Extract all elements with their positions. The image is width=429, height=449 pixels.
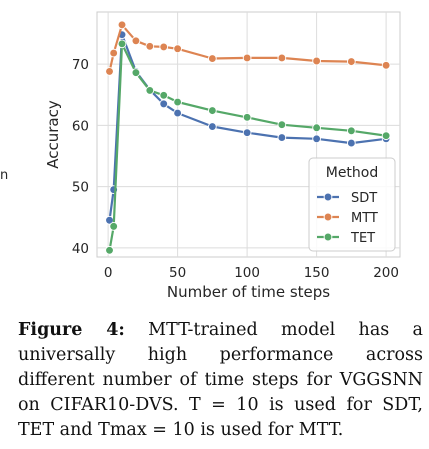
data-point-mtt	[347, 57, 356, 66]
y-tick-label: 70	[72, 57, 89, 73]
data-point-sdt	[277, 133, 287, 142]
x-axis-label: Number of time steps	[167, 283, 330, 301]
data-point-tet	[242, 112, 252, 122]
y-tick-label: 50	[72, 180, 89, 196]
data-point-mtt	[312, 56, 321, 66]
y-axis-label: Accuracy	[44, 100, 62, 169]
data-point-sdt	[347, 138, 356, 148]
data-point-tet	[173, 97, 182, 107]
data-point-tet	[208, 106, 217, 115]
data-point-mtt	[277, 53, 287, 63]
data-point-sdt	[159, 99, 169, 109]
data-point-mtt	[173, 44, 182, 54]
legend-box	[308, 157, 396, 252]
y-tick-label: 40	[72, 241, 89, 257]
data-point-sdt	[173, 108, 182, 118]
legend-marker-tet	[323, 232, 333, 242]
x-tick-label: 200	[373, 265, 399, 281]
data-point-mtt	[242, 53, 252, 63]
data-point-mtt	[381, 60, 391, 70]
figure-caption: Figure 4: MTT-trained model has a univer…	[18, 318, 423, 443]
cropped-text-fragment: n	[0, 168, 9, 183]
data-point-tet	[117, 39, 127, 49]
data-point-tet	[109, 222, 119, 231]
accuracy-line-chart: 0 50 100 150 200 40 50 60 70 Number of time steps…	[44, 11, 401, 301]
data-point-mtt	[105, 67, 114, 76]
data-point-sdt	[312, 134, 321, 144]
data-point-sdt	[242, 128, 252, 138]
x-tick-label: 150	[304, 265, 330, 281]
data-point-mtt	[117, 20, 127, 30]
data-point-mtt	[159, 42, 169, 52]
data-point-tet	[131, 68, 141, 77]
legend-marker-sdt	[323, 192, 333, 202]
data-point-tet	[145, 86, 155, 95]
caption-text: MTT-trained model has a universally high…	[18, 320, 423, 440]
legend-label-mtt: MTT	[351, 211, 378, 226]
data-point-sdt	[208, 122, 217, 131]
data-point-tet	[159, 90, 169, 100]
data-point-tet	[381, 131, 391, 141]
data-point-tet	[347, 126, 356, 136]
legend-title: Method	[326, 165, 379, 181]
legend-label-sdt: SDT	[351, 191, 377, 206]
legend-label-tet: TET	[350, 231, 375, 246]
y-tick-label: 60	[72, 118, 89, 134]
data-point-mtt	[145, 41, 155, 51]
legend-marker-mtt	[323, 212, 333, 222]
data-point-tet	[312, 123, 321, 133]
data-point-mtt	[109, 48, 119, 58]
data-point-tet	[277, 120, 287, 130]
x-tick-label: 50	[169, 265, 186, 281]
data-point-tet	[105, 245, 114, 255]
x-tick-label: 100	[234, 265, 260, 281]
x-tick-label: 0	[104, 265, 113, 281]
caption-label: Figure 4:	[18, 320, 125, 340]
data-point-mtt	[208, 54, 217, 63]
data-point-mtt	[131, 36, 141, 46]
